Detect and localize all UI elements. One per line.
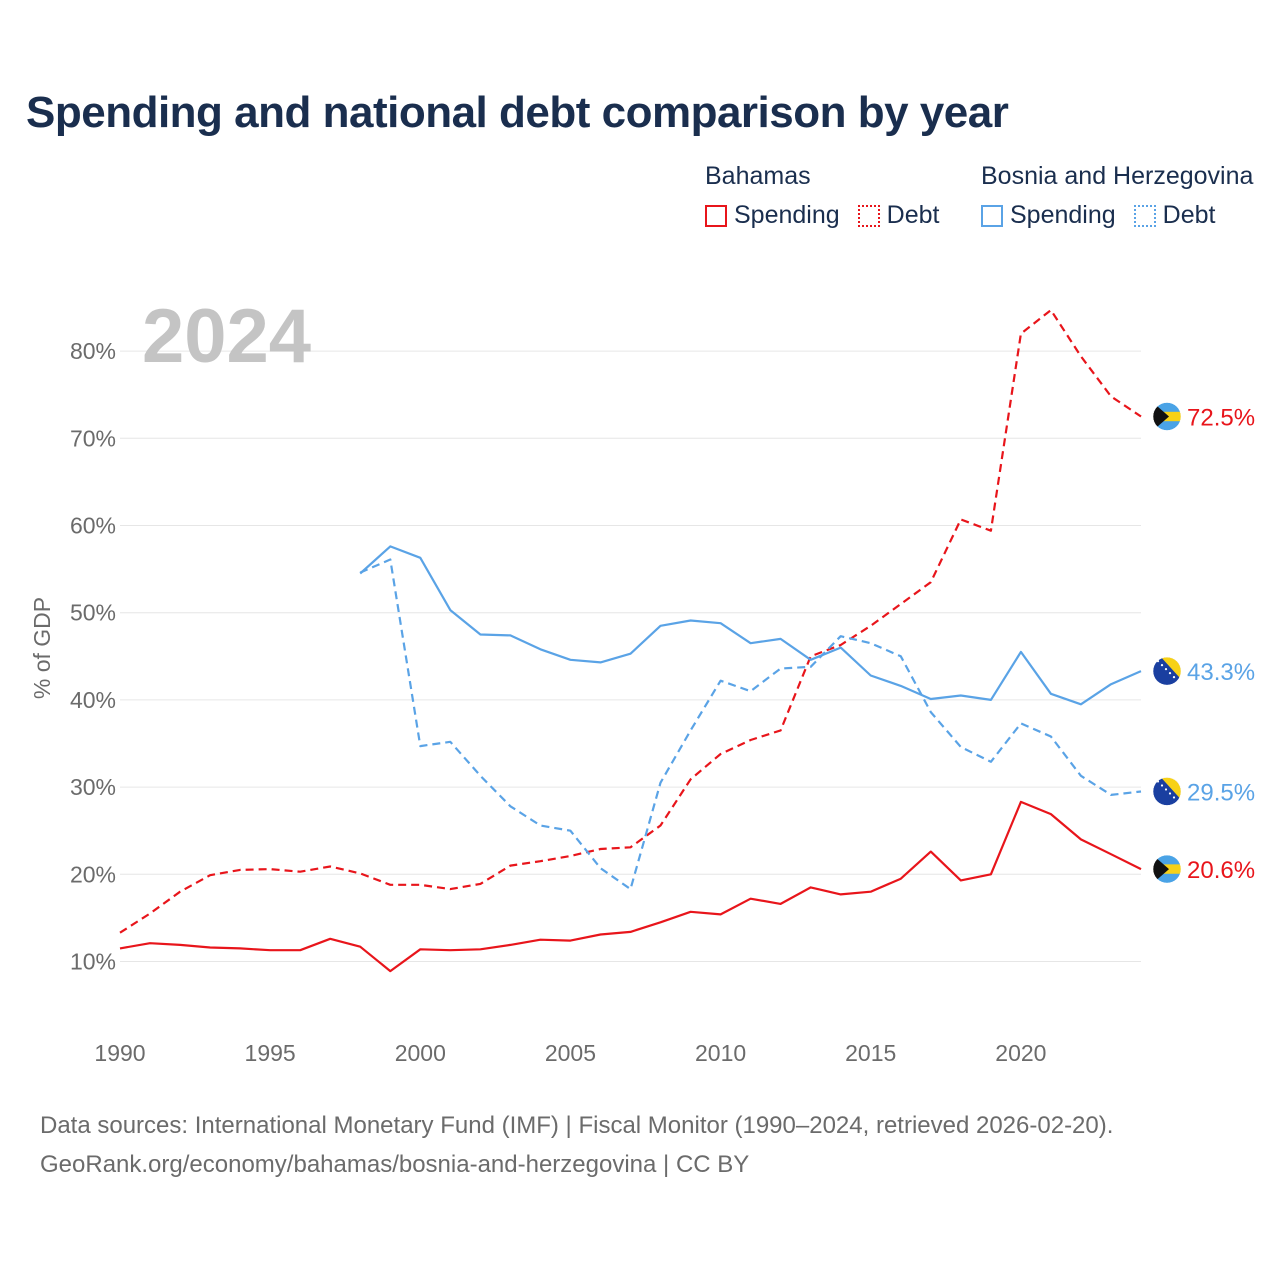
legend-group-name-bosnia: Bosnia and Herzegovina [981,162,1254,190]
year-label: 2024 [142,294,311,379]
legend-label: Spending [734,201,840,229]
attribution-link[interactable]: GeoRank.org/economy/bahamas/bosnia-and-h… [40,1151,750,1178]
chart-title: Spending and national debt comparison by… [26,88,1009,137]
legend-group-name-bahamas: Bahamas [705,162,811,190]
y-tick-label: 10% [70,949,116,975]
end-value-label: 43.3% [1187,659,1255,686]
x-tick-label: 2010 [695,1040,746,1066]
legend-group-bosnia: Bosnia and Herzegovina Spending Debt [981,162,1253,230]
data-source-text: Data sources: International Monetary Fun… [40,1112,1114,1139]
series-line-bosnia-and-herzegovina-debt [359,558,1142,891]
series-line-bosnia-and-herzegovina-spending [359,545,1142,706]
x-tick-label: 2000 [395,1040,446,1066]
y-tick-label: 20% [70,861,116,887]
end-value-label: 29.5% [1187,779,1255,806]
bosnia-flag-icon [1152,656,1182,686]
legend-group-bahamas: Bahamas Spending Debt [705,162,957,230]
y-tick-label: 30% [70,774,116,800]
legend-swatch-dotted-blue [1133,204,1156,227]
legend-label: Debt [886,201,940,229]
y-tick-label: 80% [70,338,116,364]
x-tick-label: 1995 [245,1040,296,1066]
bahamas-flag-icon [1152,854,1182,884]
end-value-label: 72.5% [1187,405,1255,432]
end-value-label: 20.6% [1187,857,1255,884]
x-tick-label: 1990 [94,1040,145,1066]
y-tick-label: 60% [70,513,116,539]
y-tick-label: 40% [70,687,116,713]
x-tick-label: 2015 [845,1040,896,1066]
legend-swatch-dotted-red [857,204,880,227]
y-axis-ticks: 10% 20% 30% 40% 50% 60% 70% 80% [70,338,116,974]
footer: Data sources: International Monetary Fun… [40,1106,1113,1184]
series-line-bahamas-debt [119,309,1142,934]
bahamas-flag-icon [1152,402,1182,431]
series-end-labels: 72.5% 43.3% 29.5% 20.6% [1152,402,1255,884]
legend-label: Debt [1162,201,1216,229]
legend-swatch-solid-blue [981,204,1003,227]
x-axis-ticks: 1990 1995 2000 2005 2010 2015 2020 [94,1040,1046,1066]
series-line-bahamas-spending [119,800,1142,973]
x-tick-label: 2005 [545,1040,596,1066]
grid-lines [120,350,1141,962]
x-tick-label: 2020 [995,1040,1046,1066]
legend-item-bosnia-debt[interactable]: Debt [1133,201,1216,230]
y-tick-label: 50% [70,600,116,626]
y-tick-label: 70% [70,425,116,451]
bosnia-flag-icon [1152,777,1182,806]
legend-swatch-solid-red [705,204,727,227]
legend-item-bosnia-spending[interactable]: Spending [981,201,1116,230]
y-axis-label: % of GDP [29,597,55,699]
legend-item-bahamas-spending[interactable]: Spending [705,201,840,230]
legend-item-bahamas-debt[interactable]: Debt [857,201,940,230]
legend-label: Spending [1010,201,1116,229]
series-lines [119,309,1142,973]
